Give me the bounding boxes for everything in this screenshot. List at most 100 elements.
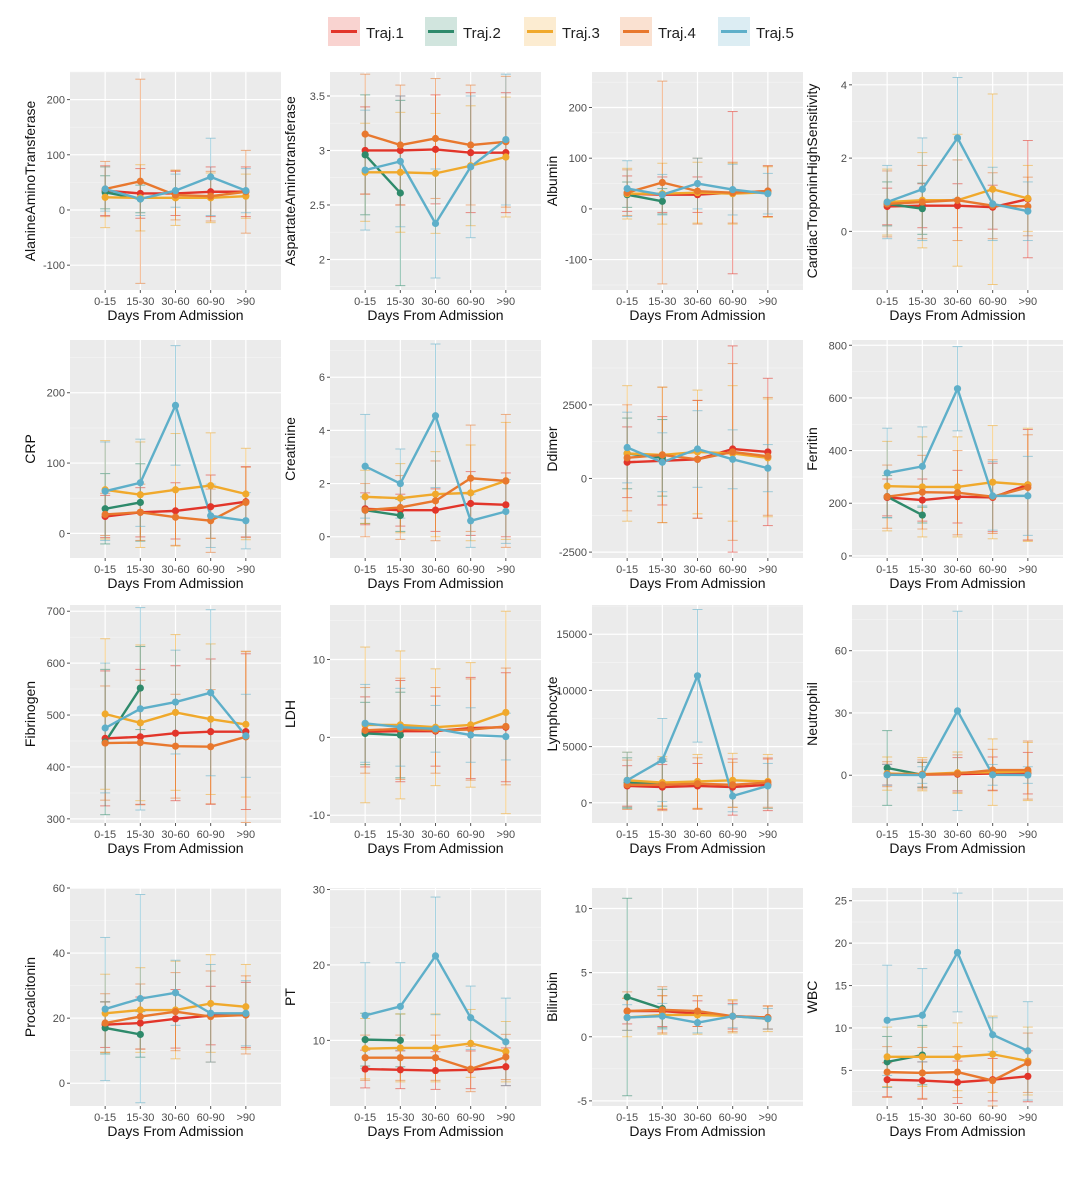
y-tick-label: 3 [319, 145, 325, 157]
y-tick-label: 2 [319, 479, 325, 491]
y-tick-label: 2.5 [310, 200, 325, 212]
panel-Ferritin: 0 200 400 600 800 0-15 15-30 30-60 60-90 >90Days … [804, 340, 1063, 591]
data-point [171, 1008, 180, 1016]
y-tick-label: 60 [835, 646, 847, 658]
y-tick-label: 10 [313, 1035, 325, 1047]
data-point [883, 493, 891, 501]
data-point [361, 151, 369, 159]
data-point [883, 1053, 891, 1061]
data-point [918, 511, 926, 519]
y-tick-label: 10 [313, 655, 325, 667]
x-tick-label: 15-30 [908, 296, 936, 308]
y-tick-label: 2 [319, 254, 325, 266]
data-point [361, 462, 369, 470]
data-point [989, 1076, 997, 1085]
data-point [693, 672, 702, 680]
data-point [953, 489, 962, 497]
data-point [953, 385, 962, 393]
x-tick-label: 15-30 [126, 564, 154, 576]
data-point [883, 1016, 891, 1024]
data-point [171, 729, 180, 737]
data-point [1024, 492, 1032, 500]
data-point [101, 193, 109, 201]
x-tick-label: 30-60 [421, 296, 449, 308]
y-tick-label: 15000 [556, 629, 587, 641]
x-tick-label: 15-30 [648, 1112, 676, 1124]
data-point [361, 1011, 369, 1020]
data-point [396, 503, 404, 512]
data-point [953, 202, 962, 210]
data-point [242, 1009, 250, 1017]
data-point [396, 1054, 404, 1062]
legend-label: Traj.1 [366, 25, 404, 42]
data-point [136, 705, 144, 713]
data-point [396, 189, 404, 197]
x-tick-label: 0-15 [94, 296, 116, 308]
y-tick-label: 0 [841, 226, 847, 238]
y-tick-label: 100 [47, 458, 65, 470]
data-point [502, 732, 510, 741]
y-tick-label: -5 [577, 1096, 587, 1108]
data-point [361, 1065, 369, 1073]
y-axis-title: AspartateAminotransferase [282, 96, 298, 266]
data-point [693, 179, 702, 188]
data-point [918, 771, 926, 779]
x-tick-label: 0-15 [876, 296, 898, 308]
x-tick-label: 15-30 [126, 829, 154, 841]
series-line-Traj.2 [364, 508, 401, 517]
y-axis-title: Ferritin [804, 427, 820, 471]
data-point [918, 1053, 926, 1061]
x-tick-label: 15-30 [648, 564, 676, 576]
data-point [171, 1015, 180, 1023]
y-tick-label: 0 [59, 205, 65, 217]
y-tick-label: 2 [841, 153, 847, 165]
data-point [953, 134, 962, 142]
data-point [502, 1048, 510, 1056]
data-point [136, 1012, 144, 1021]
y-tick-label: 30 [835, 708, 847, 720]
data-point [136, 1030, 144, 1039]
x-tick-label: 60-90 [719, 564, 747, 576]
x-axis-title: Days From Admission [367, 575, 503, 591]
data-point [883, 1076, 891, 1084]
x-axis-title: Days From Admission [367, 840, 503, 856]
x-tick-label: 30-60 [161, 296, 189, 308]
data-point [502, 153, 510, 161]
y-tick-label: 30 [313, 885, 325, 897]
data-point [361, 506, 369, 514]
y-tick-label: 200 [829, 498, 847, 510]
data-point [101, 710, 109, 718]
data-point [396, 141, 404, 149]
x-tick-label: 15-30 [126, 296, 154, 308]
legend-label: Traj.3 [562, 25, 600, 42]
x-tick-label: 30-60 [161, 829, 189, 841]
data-point [918, 1069, 926, 1077]
data-point [207, 173, 215, 181]
series-line-Traj.2 [364, 154, 402, 194]
data-point [171, 989, 180, 997]
y-tick-label: 3.5 [310, 91, 325, 103]
x-tick-label: 15-30 [126, 1112, 154, 1124]
data-point [729, 186, 737, 194]
data-point [207, 689, 215, 697]
data-point [467, 725, 475, 734]
y-tick-label: 15 [835, 981, 847, 993]
data-point [431, 490, 440, 498]
data-point [171, 513, 180, 521]
data-point [207, 481, 215, 490]
x-axis-title: Days From Admission [889, 575, 1025, 591]
data-point [764, 464, 772, 472]
data-point [623, 1007, 631, 1015]
data-point [658, 458, 666, 466]
x-tick-label: 15-30 [648, 296, 676, 308]
data-point [883, 198, 891, 206]
data-point [658, 1012, 666, 1020]
data-point [431, 1066, 440, 1075]
x-tick-label: >90 [236, 829, 255, 841]
data-point [467, 141, 475, 149]
